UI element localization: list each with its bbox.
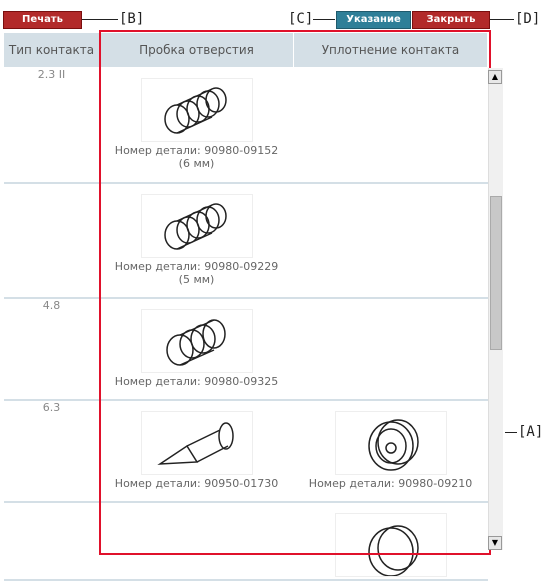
hole-plug-cell: Номер детали: 90980-09229 (5 мм) <box>99 182 294 299</box>
callout-line-a <box>505 432 517 433</box>
part-number: Номер детали: 90950-01730 <box>114 476 279 490</box>
contact-type: 6.3 <box>3 399 100 503</box>
contact-seal-cell <box>293 182 488 299</box>
table-row: 2.3 II <box>3 67 488 184</box>
contact-seal-image <box>334 410 447 475</box>
contact-seal-cell <box>293 67 488 184</box>
scroll-thumb[interactable] <box>490 196 502 350</box>
callout-b: [B] <box>119 11 145 27</box>
callout-line-d <box>490 19 514 20</box>
hole-plug-cell: Номер детали: 90980-09152 (6 мм) <box>99 67 294 184</box>
part-size: (5 мм) <box>178 272 215 286</box>
hole-plug-image <box>140 308 253 373</box>
contact-seal-image <box>334 512 447 577</box>
contact-type: 4.8 <box>3 297 100 401</box>
print-button[interactable]: Печать <box>3 11 82 29</box>
header-hole-plug: Пробка отверстия <box>99 32 294 68</box>
hint-button[interactable]: Указание <box>336 11 411 29</box>
contact-seal-cell <box>293 297 488 401</box>
scroll-up-icon[interactable]: ▲ <box>488 70 502 84</box>
close-button[interactable]: Закрыть <box>412 11 490 29</box>
contact-type <box>3 182 100 299</box>
table-row: Номер детали: 90980-09229 (5 мм) <box>3 182 488 299</box>
part-number: Номер детали: 90980-09152 <box>114 144 279 157</box>
contact-type <box>3 501 100 581</box>
hole-plug-image <box>140 410 253 475</box>
callout-a: [A] <box>518 424 544 440</box>
table-row: 6.3 Номер детали: 90950-01730 <box>3 399 488 503</box>
table-row: 4.8 Номер д <box>3 297 488 401</box>
hole-plug-cell: Номер детали: 90980-09325 <box>99 297 294 401</box>
hole-plug-image <box>140 193 253 258</box>
header-contact-type: Тип контакта <box>3 32 100 68</box>
callout-c: [C] <box>288 11 314 27</box>
part-number: Номер детали: 90980-09210 <box>308 476 473 490</box>
parts-table: Тип контакта Пробка отверстия Уплотнение… <box>3 32 488 581</box>
hole-plug-image <box>140 78 253 142</box>
callout-line-c <box>313 19 335 20</box>
scroll-down-icon[interactable]: ▼ <box>488 536 502 550</box>
hole-plug-cell: Номер детали: 90950-01730 <box>99 399 294 503</box>
part-size: (6 мм) <box>178 157 215 170</box>
callout-d: [D] <box>515 11 541 27</box>
header-contact-seal: Уплотнение контакта <box>293 32 488 68</box>
contact-seal-cell <box>293 501 488 581</box>
callout-line-b <box>82 19 118 20</box>
part-number: Номер детали: 90980-09229 <box>114 259 279 273</box>
contact-seal-cell: Номер детали: 90980-09210 <box>293 399 488 503</box>
contact-type: 2.3 II <box>3 67 100 184</box>
table-row <box>3 501 488 581</box>
part-number: Номер детали: 90980-09325 <box>114 374 279 388</box>
hole-plug-cell <box>99 501 294 581</box>
